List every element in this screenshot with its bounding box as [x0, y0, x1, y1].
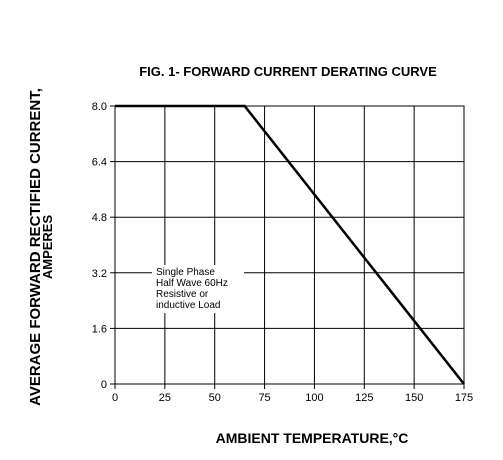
y-axis-label-line-1: AVERAGE FORWARD RECTIFIED CURRENT, — [27, 88, 44, 406]
grid — [115, 106, 464, 384]
x-tick-label: 100 — [305, 392, 323, 404]
annotation-line-1: Single Phase — [156, 267, 215, 278]
x-tick-label: 125 — [355, 392, 373, 404]
y-tick-label: 4.8 — [92, 212, 107, 224]
plot-area: 0 1.6 3.2 4.8 6.4 8.0 0 25 50 75 100 125 150 175 — [92, 101, 473, 404]
chart-title: FIG. 1- FORWARD CURRENT DERATING CURVE — [139, 64, 437, 79]
annotation-background — [152, 265, 244, 313]
x-tick-label: 50 — [209, 392, 221, 404]
y-axis-label-line-2: AMPERES — [40, 215, 55, 280]
plot-frame — [114, 105, 465, 385]
series — [115, 104, 465, 385]
x-tick-label: 175 — [455, 392, 473, 404]
y-tick-label: 0 — [101, 379, 107, 391]
y-axis-label-group: AVERAGE FORWARD RECTIFIED CURRENT, AMPER… — [27, 88, 55, 406]
x-axis-ticks: 0 25 50 75 100 125 150 175 — [112, 384, 473, 404]
x-tick-label: 150 — [405, 392, 423, 404]
x-tick-label: 25 — [159, 392, 171, 404]
x-tick-label: 75 — [258, 392, 270, 404]
annotation-line-2: Half Wave 60Hz — [156, 278, 228, 289]
y-tick-label: 1.6 — [92, 323, 107, 335]
x-tick-label: 0 — [112, 392, 118, 404]
y-tick-label: 3.2 — [92, 268, 107, 280]
derating-curve — [115, 104, 465, 385]
y-tick-label: 8.0 — [92, 101, 107, 113]
y-axis-ticks: 0 1.6 3.2 4.8 6.4 8.0 — [92, 101, 115, 391]
y-tick-label: 6.4 — [92, 157, 107, 169]
x-axis-label: AMBIENT TEMPERATURE,°C — [216, 430, 409, 446]
annotation-box: Single Phase Half Wave 60Hz Resistive or… — [152, 265, 244, 313]
annotation-line-3: Resistive or — [156, 289, 209, 300]
annotation-line-4: inductive Load — [156, 300, 221, 311]
